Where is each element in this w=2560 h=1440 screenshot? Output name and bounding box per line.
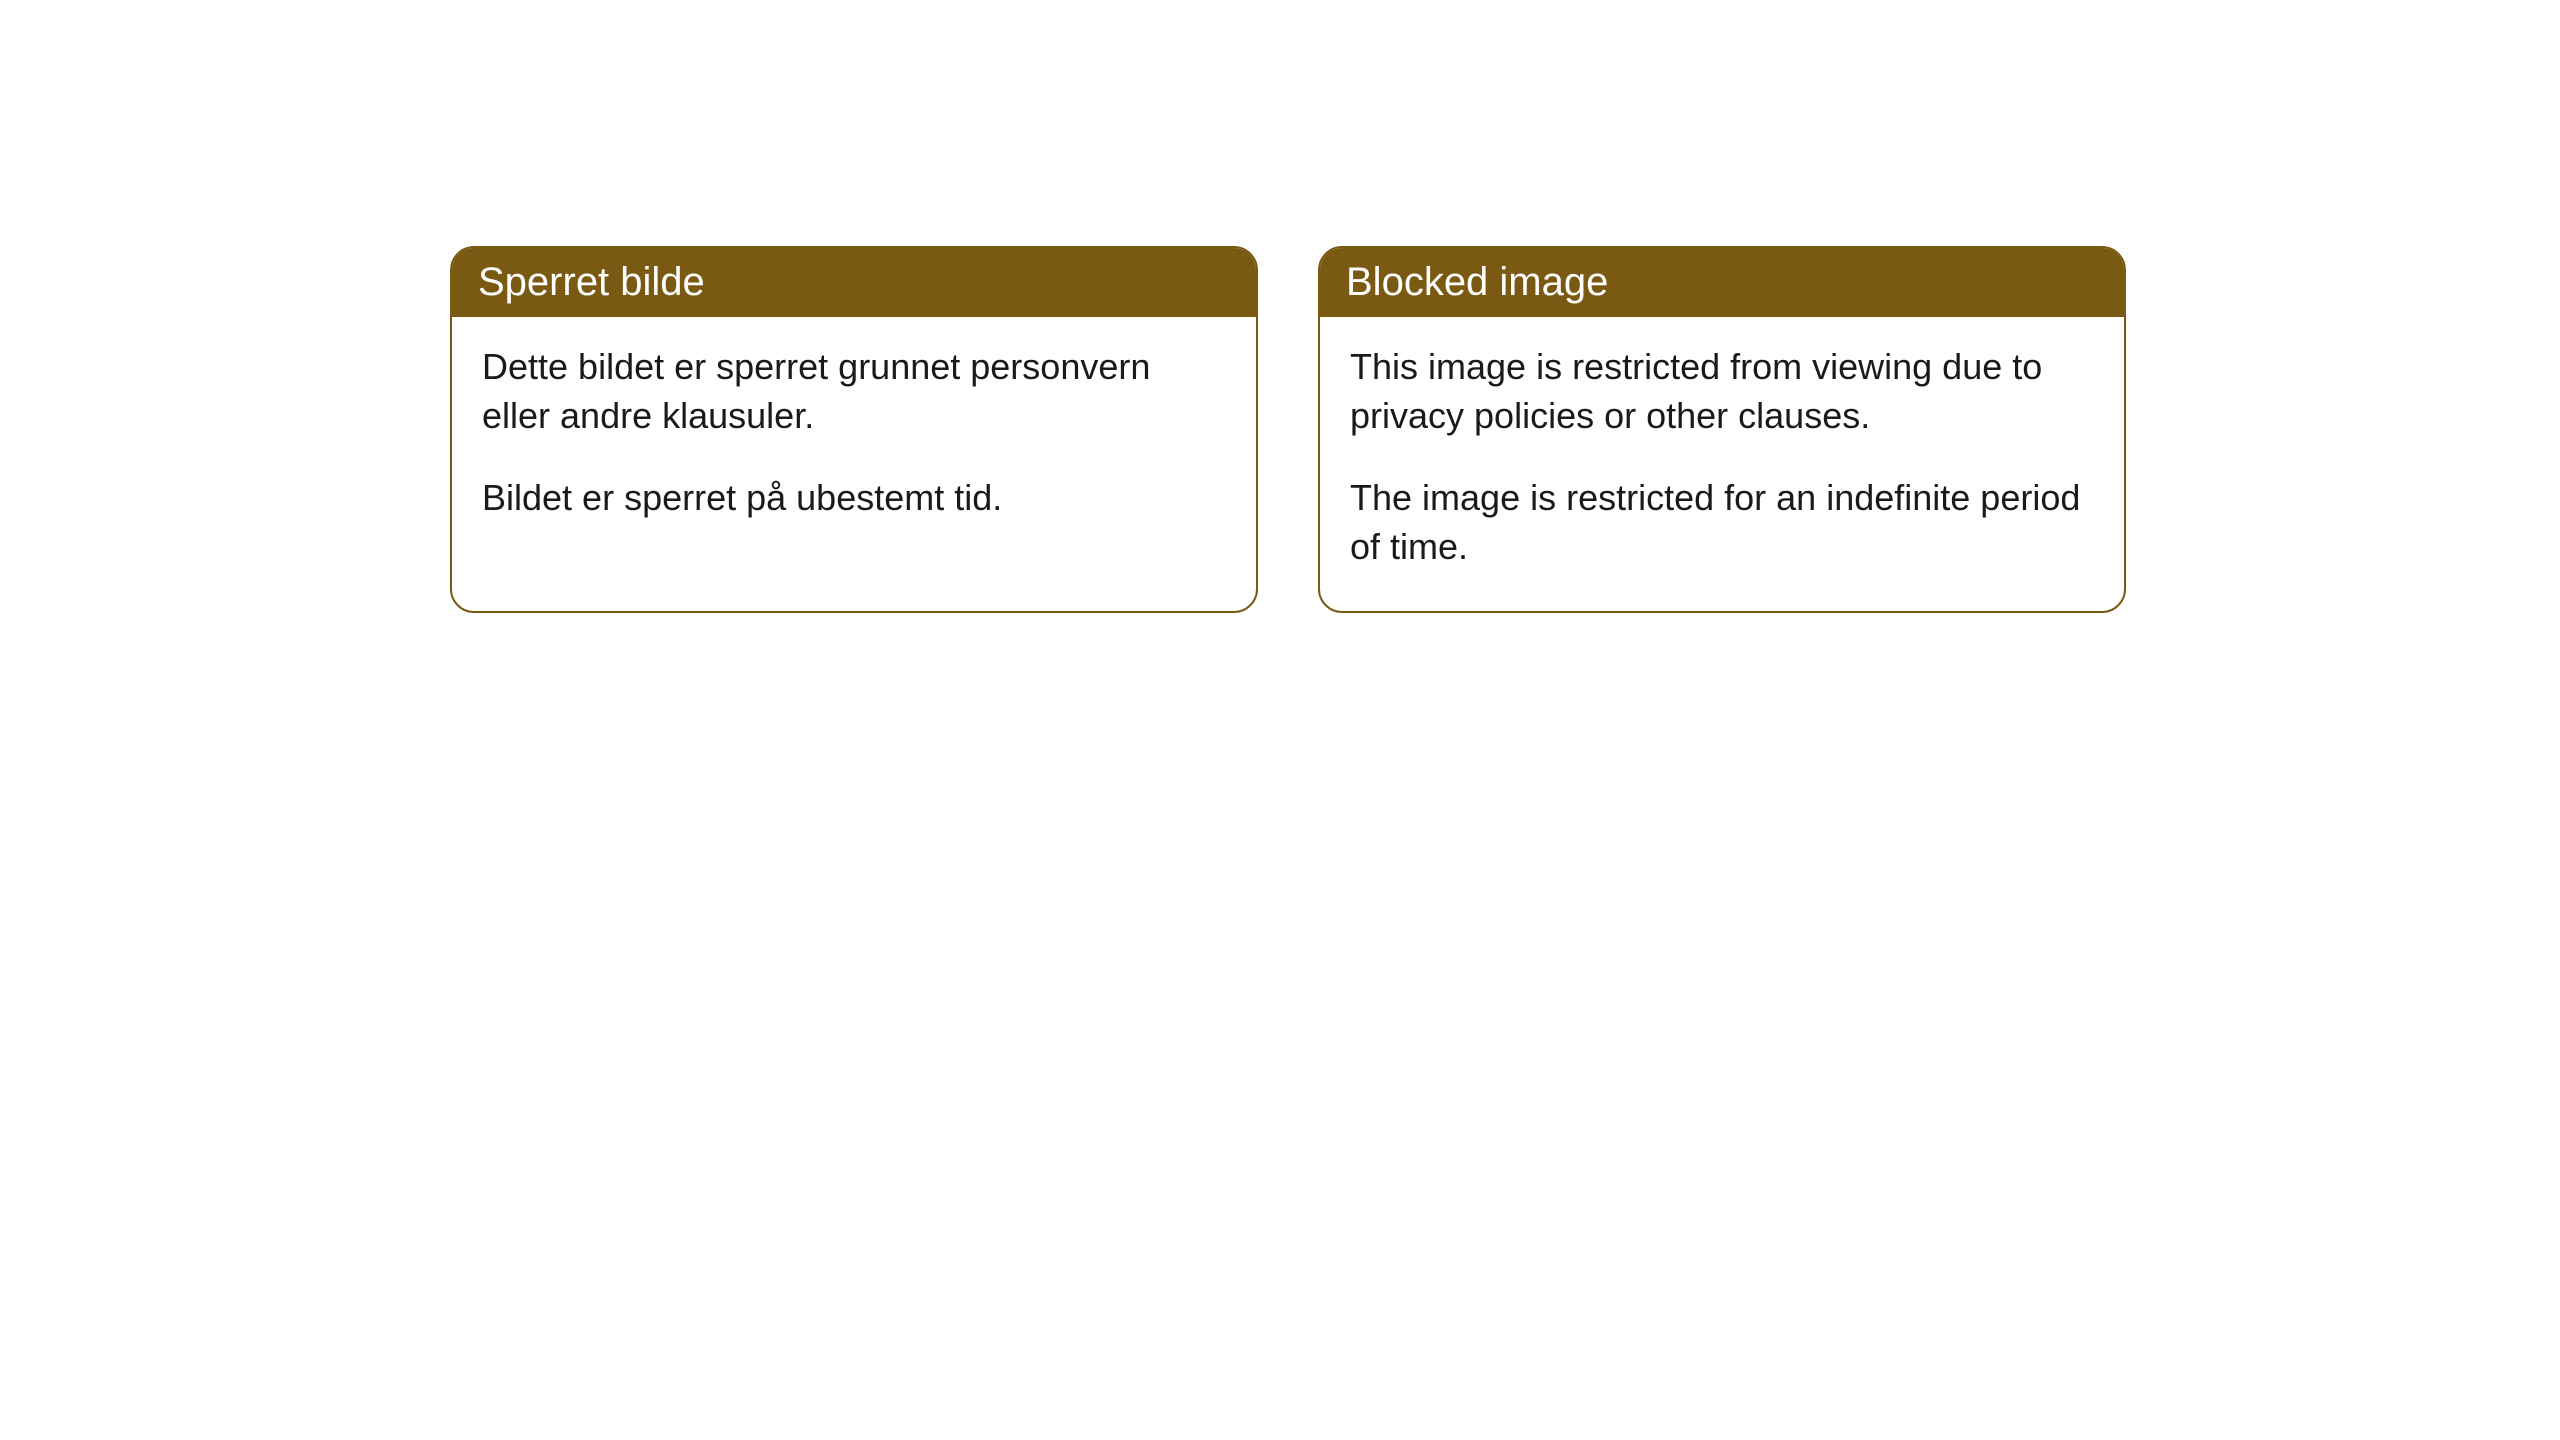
card-body-norwegian: Dette bildet er sperret grunnet personve… [452, 317, 1256, 563]
card-paragraph: Bildet er sperret på ubestemt tid. [482, 474, 1226, 523]
card-title: Blocked image [1346, 260, 1608, 304]
card-paragraph: Dette bildet er sperret grunnet personve… [482, 343, 1226, 440]
card-title: Sperret bilde [478, 260, 705, 304]
card-header-norwegian: Sperret bilde [452, 248, 1256, 317]
card-paragraph: This image is restricted from viewing du… [1350, 343, 2094, 440]
notice-card-english: Blocked image This image is restricted f… [1318, 246, 2126, 613]
card-paragraph: The image is restricted for an indefinit… [1350, 474, 2094, 571]
card-header-english: Blocked image [1320, 248, 2124, 317]
card-body-english: This image is restricted from viewing du… [1320, 317, 2124, 611]
notice-card-norwegian: Sperret bilde Dette bildet er sperret gr… [450, 246, 1258, 613]
notice-cards-container: Sperret bilde Dette bildet er sperret gr… [450, 246, 2560, 613]
